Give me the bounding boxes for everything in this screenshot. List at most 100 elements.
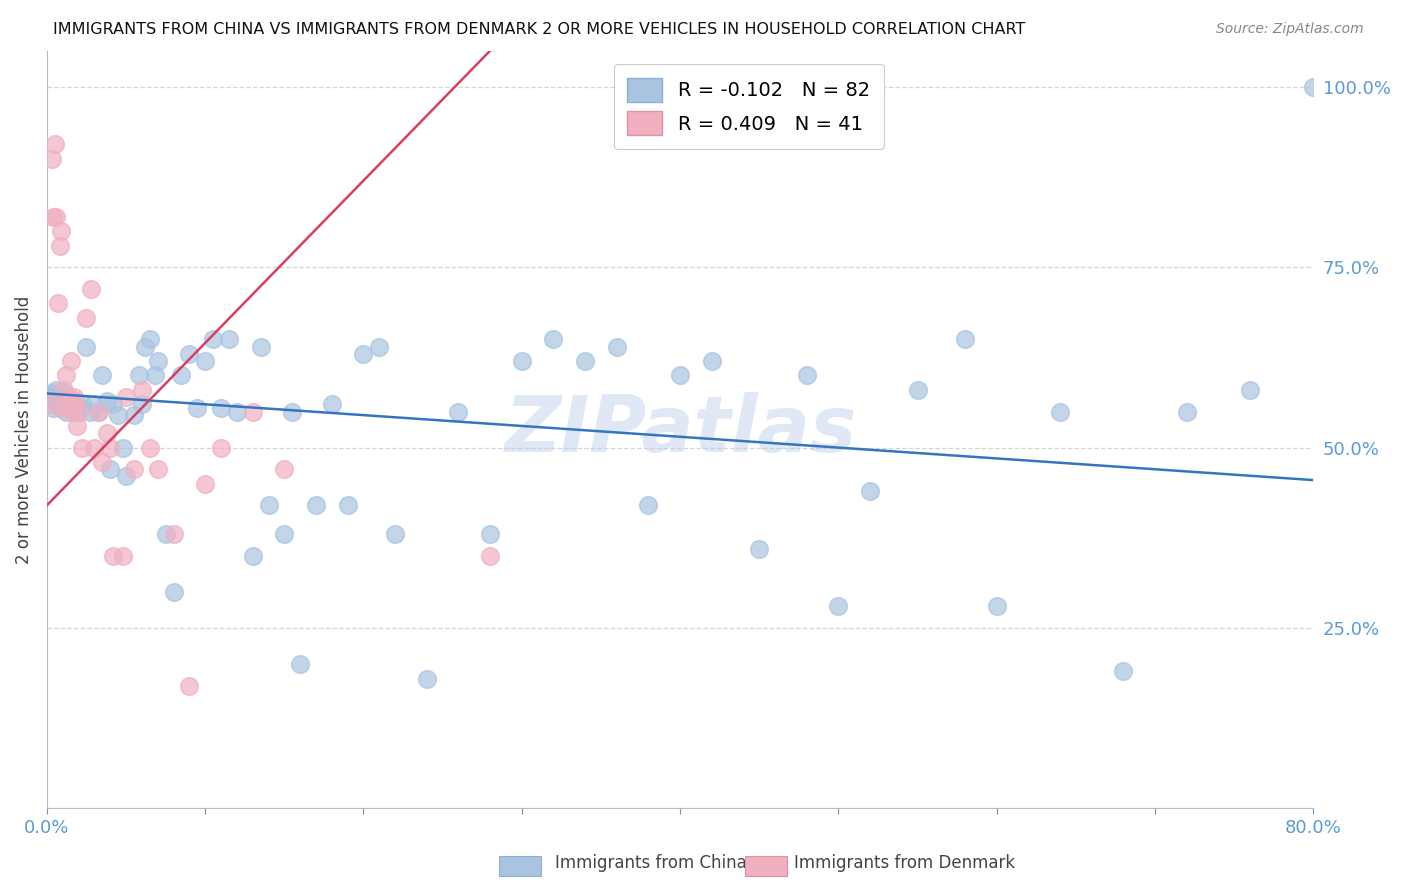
- Point: [49, 401, 72, 415]
- Point: [353, 347, 375, 361]
- Point: [202, 332, 225, 346]
- Point: [41, 386, 63, 401]
- Point: [48, 238, 70, 252]
- Point: [65, 397, 87, 411]
- Point: [368, 340, 391, 354]
- Point: [107, 408, 129, 422]
- Point: [115, 390, 138, 404]
- Point: [1112, 665, 1135, 679]
- Point: [56, 401, 79, 415]
- Point: [53, 386, 76, 401]
- Point: [249, 340, 271, 354]
- Point: [479, 527, 502, 541]
- Point: [479, 549, 502, 563]
- Point: [70, 397, 93, 411]
- Point: [162, 527, 184, 541]
- Point: [44, 137, 66, 152]
- Point: [56, 393, 79, 408]
- Point: [122, 408, 145, 422]
- Point: [827, 599, 849, 614]
- Point: [281, 404, 304, 418]
- Point: [46, 397, 69, 411]
- Point: [257, 499, 280, 513]
- Point: [79, 404, 101, 418]
- Point: [796, 368, 818, 383]
- Point: [41, 152, 63, 166]
- Point: [59, 393, 82, 408]
- Point: [162, 585, 184, 599]
- Legend: R = -0.102   N = 82, R = 0.409   N = 41: R = -0.102 N = 82, R = 0.409 N = 41: [614, 64, 884, 149]
- Point: [186, 401, 208, 415]
- Point: [574, 354, 596, 368]
- Point: [225, 404, 247, 418]
- Point: [39, 390, 62, 404]
- Point: [39, 397, 62, 411]
- Point: [58, 401, 80, 415]
- Point: [384, 527, 406, 541]
- Point: [209, 401, 232, 415]
- Point: [179, 347, 201, 361]
- Point: [62, 397, 84, 411]
- Point: [416, 672, 439, 686]
- Point: [45, 210, 67, 224]
- Point: [336, 499, 359, 513]
- Point: [45, 383, 67, 397]
- Point: [128, 368, 150, 383]
- Point: [96, 426, 118, 441]
- Point: [209, 441, 232, 455]
- Point: [65, 393, 87, 408]
- Point: [91, 455, 114, 469]
- Point: [70, 441, 93, 455]
- Y-axis label: 2 or more Vehicles in Household: 2 or more Vehicles in Household: [15, 295, 32, 564]
- Point: [122, 462, 145, 476]
- Point: [115, 469, 138, 483]
- Point: [305, 499, 328, 513]
- Point: [131, 397, 153, 411]
- Point: [134, 340, 156, 354]
- Point: [218, 332, 240, 346]
- Point: [111, 441, 134, 455]
- Point: [103, 397, 125, 411]
- Point: [60, 404, 83, 418]
- Point: [139, 441, 162, 455]
- Point: [58, 390, 80, 404]
- Point: [321, 397, 343, 411]
- Point: [194, 354, 217, 368]
- Point: [242, 404, 264, 418]
- Point: [62, 390, 84, 404]
- Point: [986, 599, 1008, 614]
- Point: [86, 404, 108, 418]
- Point: [170, 368, 193, 383]
- Point: [91, 368, 114, 383]
- Point: [606, 340, 628, 354]
- Text: IMMIGRANTS FROM CHINA VS IMMIGRANTS FROM DENMARK 2 OR MORE VEHICLES IN HOUSEHOLD: IMMIGRANTS FROM CHINA VS IMMIGRANTS FROM…: [53, 22, 1026, 37]
- Point: [700, 354, 723, 368]
- Point: [1302, 79, 1324, 94]
- Point: [42, 210, 65, 224]
- Point: [53, 383, 76, 397]
- Point: [447, 404, 470, 418]
- Point: [48, 390, 70, 404]
- Point: [194, 476, 217, 491]
- Point: [179, 679, 201, 693]
- Point: [59, 354, 82, 368]
- Point: [83, 397, 105, 411]
- Point: [55, 404, 77, 418]
- Text: Immigrants from China: Immigrants from China: [555, 855, 747, 872]
- Point: [49, 224, 72, 238]
- Point: [98, 462, 121, 476]
- Point: [143, 368, 166, 383]
- Point: [748, 541, 770, 556]
- Point: [907, 383, 929, 397]
- Point: [859, 483, 882, 498]
- Point: [44, 393, 66, 408]
- Point: [46, 296, 69, 310]
- Point: [98, 441, 121, 455]
- Point: [155, 527, 177, 541]
- Point: [55, 368, 77, 383]
- Point: [89, 404, 111, 418]
- Point: [1239, 383, 1261, 397]
- Point: [66, 419, 89, 434]
- Point: [96, 393, 118, 408]
- Point: [111, 549, 134, 563]
